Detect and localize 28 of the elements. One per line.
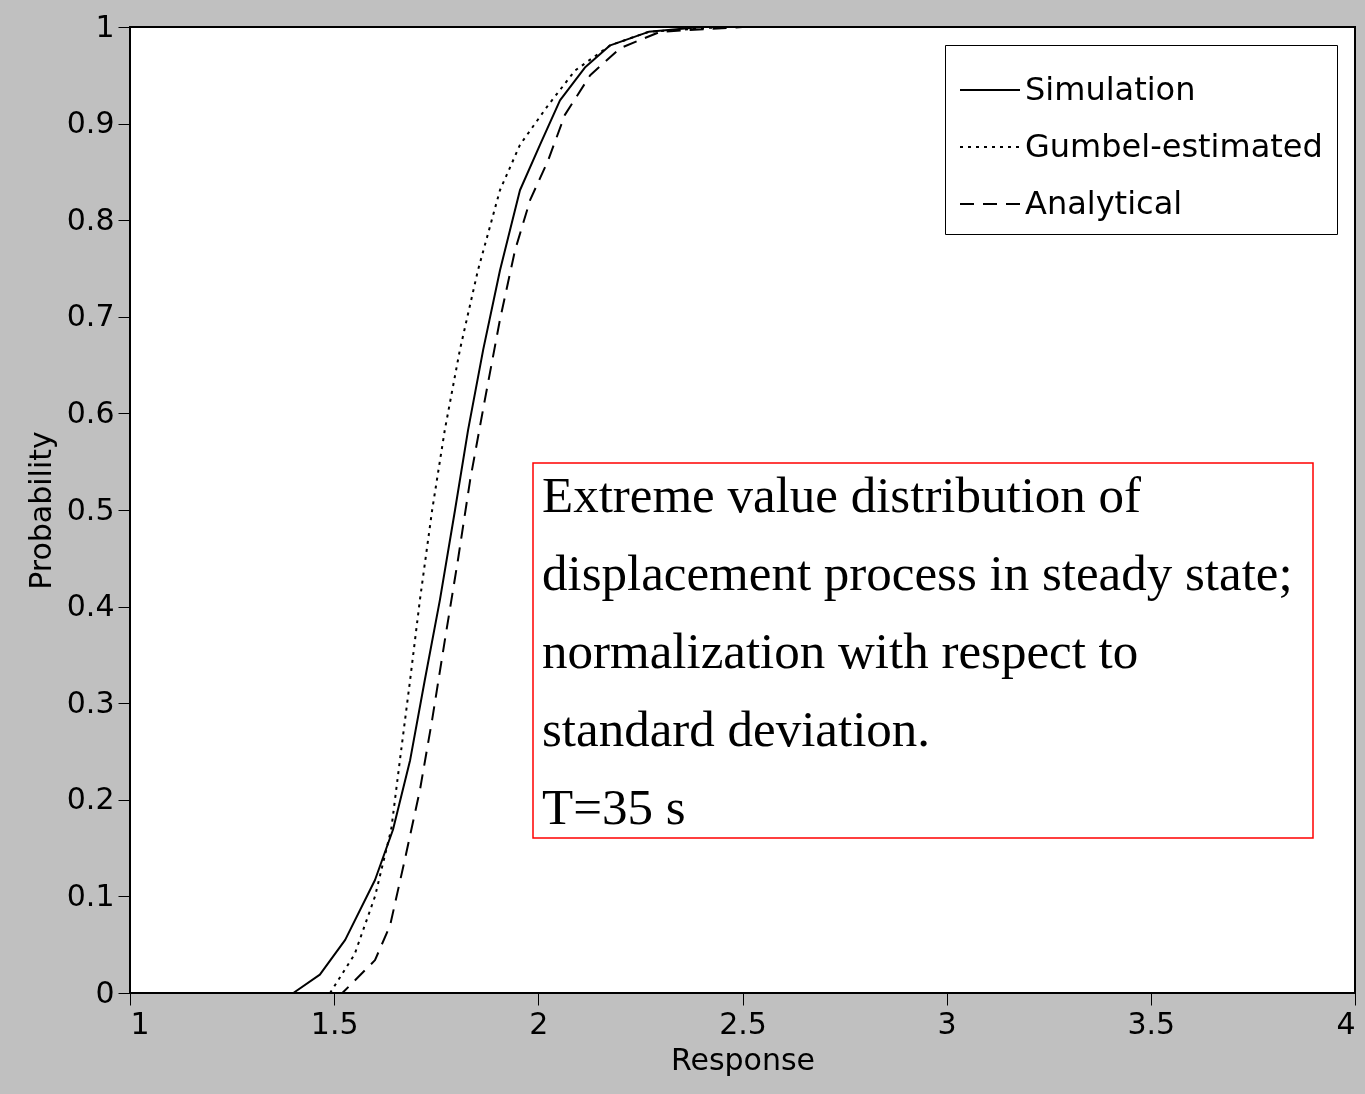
x-tick-label: 1.5	[310, 1005, 359, 1041]
x-axis-title: Response	[670, 1041, 816, 1077]
y-tick-label: 0.5	[66, 491, 115, 527]
x-tick-label: 3.5	[1127, 1005, 1176, 1041]
y-tick-label: 0.1	[66, 877, 115, 913]
annotation: displacement process in steady state;	[542, 545, 1293, 601]
x-tick-label: 4	[1336, 1005, 1356, 1041]
x-tick-label: 2	[529, 1005, 549, 1041]
y-tick-label: 1	[95, 8, 115, 44]
y-tick-label: 0.6	[66, 394, 115, 430]
x-tick-label: 2.5	[719, 1005, 767, 1041]
legend-label: Analytical	[1025, 184, 1183, 222]
x-tick-label: 3	[937, 1005, 957, 1041]
legend-label: Gumbel-estimated	[1025, 127, 1323, 165]
y-tick-label: 0.8	[66, 201, 115, 237]
annotation: T=35 s	[542, 779, 686, 835]
x-tick-label: 1	[130, 1005, 150, 1041]
annotation: standard deviation.	[542, 701, 931, 757]
annotation: normalization with respect to	[542, 623, 1139, 679]
y-tick-label: 0.3	[66, 684, 115, 720]
annotation: Extreme value distribution of	[542, 467, 1142, 523]
legend-label: Simulation	[1025, 70, 1196, 108]
y-tick-label: 0.9	[66, 105, 115, 141]
y-tick-label: 0.7	[66, 298, 115, 334]
y-tick-label: 0	[95, 974, 115, 1010]
y-axis-title: Probability	[22, 431, 58, 590]
y-tick-label: 0.4	[66, 588, 115, 624]
y-tick-label: 0.2	[66, 781, 115, 817]
